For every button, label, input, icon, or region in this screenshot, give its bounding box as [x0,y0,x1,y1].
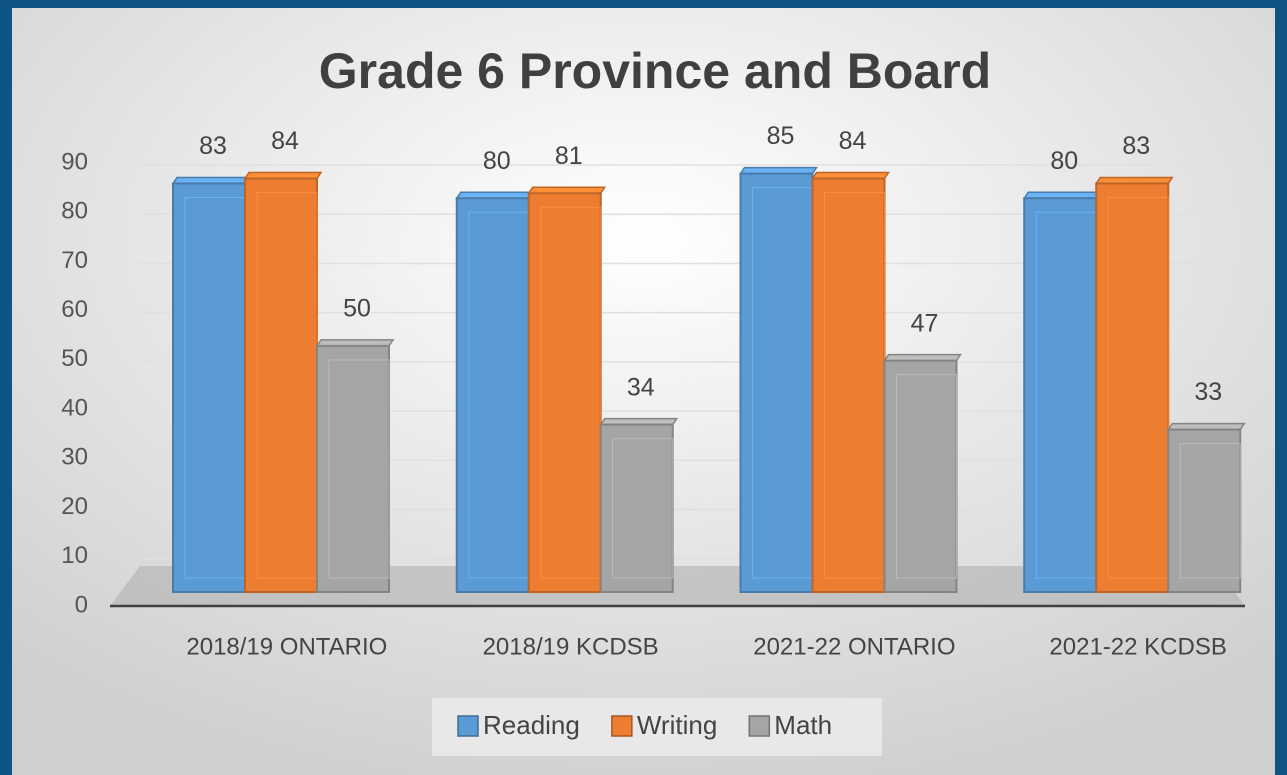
y-tick-label: 90 [61,148,88,175]
floor [110,566,1245,606]
legend-swatch [748,715,771,737]
data-label: 83 [199,132,227,160]
bar [316,344,390,593]
data-label: 80 [1050,147,1078,175]
bar [244,177,318,594]
data-label: 85 [767,122,795,150]
x-tick-label: 2021-22 ONTARIO [753,633,955,660]
legend-label: Writing [637,710,717,740]
bar-inner [328,359,390,579]
legend-label: Math [774,710,832,740]
y-tick-label: 30 [61,444,88,471]
y-tick-label: 0 [75,591,88,618]
legend-box [432,698,882,756]
y-tick-label: 40 [61,394,88,421]
bar [811,177,886,594]
x-tick-label: 2018/19 ONTARIO [186,633,387,660]
y-tick-label: 70 [61,247,88,274]
bar [883,359,958,593]
chart-title: Grade 6 Province and Board [319,43,991,99]
data-label: 80 [483,147,511,175]
data-label: 84 [839,127,867,155]
bar-inner [612,438,674,579]
y-tick-label: 10 [61,542,88,569]
data-label: 84 [271,127,299,155]
y-tick-label: 50 [61,345,88,372]
bar [1023,197,1098,593]
data-label: 50 [343,294,371,322]
bar-inner [896,374,957,579]
data-label: 33 [1194,378,1222,406]
bar-inner [1107,196,1169,579]
bar [172,182,246,593]
legend-swatch [611,715,633,737]
bar [527,192,602,594]
bar-inner [540,206,602,579]
bar [599,423,674,593]
x-tick-label: 2018/19 KCDSB [483,633,659,660]
bar [455,197,530,593]
y-tick-label: 20 [61,493,88,520]
y-tick-label: 60 [61,296,88,323]
legend-label: Reading [483,710,580,740]
data-label: 34 [627,373,655,401]
y-tick-label: 80 [61,198,88,225]
bar [739,172,814,593]
data-label: 81 [555,142,583,170]
bar [1167,428,1242,594]
data-label: 83 [1122,132,1150,160]
data-label: 47 [911,309,939,337]
bar-inner [1179,443,1241,579]
x-tick-label: 2021-22 KCDSB [1049,633,1226,660]
legend-swatch [457,715,479,737]
bar [1095,182,1170,593]
